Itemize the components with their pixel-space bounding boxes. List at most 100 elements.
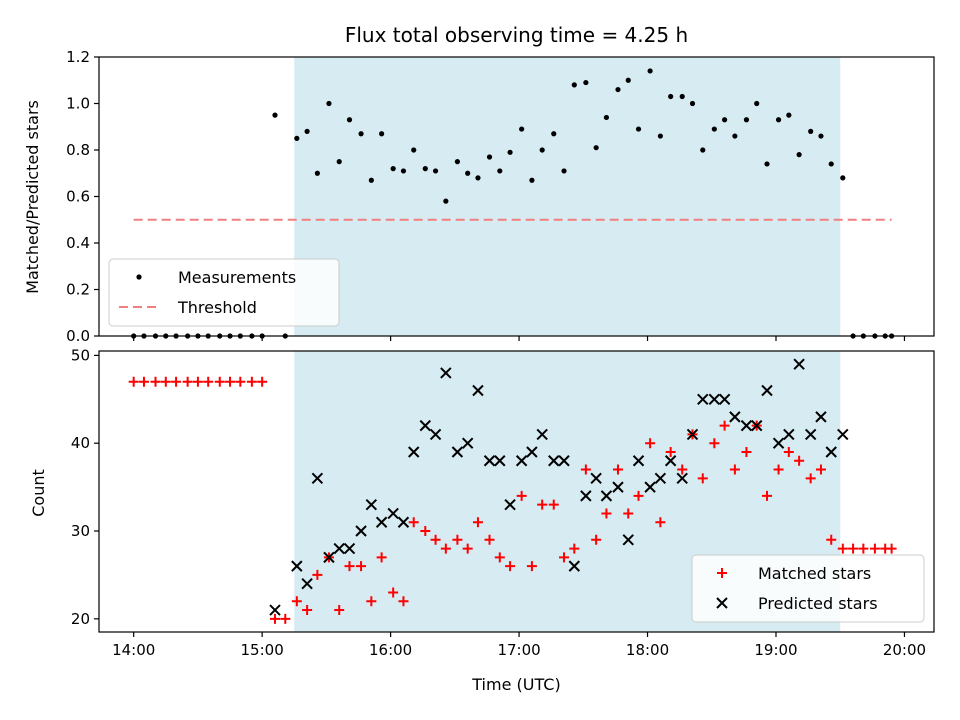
- bottom-y-axis-title: Count: [29, 469, 48, 517]
- top-data-point: [411, 147, 417, 153]
- bottom-data-point: [825, 446, 837, 458]
- bottom-y-tick-label: 50: [71, 346, 90, 364]
- bottom-data-point: [291, 560, 303, 572]
- top-data-point: [583, 79, 589, 86]
- top-data-point: [539, 147, 545, 153]
- bottom-data-point: [612, 464, 623, 475]
- top-data-point: [443, 198, 449, 204]
- bottom-data-point: [762, 490, 772, 501]
- bottom-data-point: [580, 464, 591, 475]
- bottom-data-point: [150, 376, 161, 387]
- bottom-data-point: [526, 446, 538, 458]
- bottom-data-point: [365, 498, 378, 511]
- top-data-point: [368, 177, 374, 183]
- bottom-data-point: [214, 376, 225, 387]
- top-data-point: [668, 93, 674, 100]
- top-data-point: [775, 117, 782, 123]
- bottom-x-tick-label: 17:00: [497, 641, 540, 659]
- top-y-tick-label: 0.2: [66, 281, 90, 299]
- bottom-data-point: [654, 472, 667, 485]
- top-observing-window: [294, 57, 841, 336]
- bottom-axes-frame: [98, 350, 935, 633]
- top-data-point: [840, 175, 846, 181]
- top-data-point: [561, 168, 567, 174]
- bottom-data-point: [793, 358, 805, 370]
- top-data-point: [529, 177, 535, 183]
- bottom-data-point: [837, 428, 849, 441]
- top-data-point: [764, 161, 770, 167]
- bottom-data-point: [709, 438, 720, 449]
- top-data-point: [465, 170, 471, 176]
- legend-measurements-label: Measurements: [178, 268, 296, 287]
- bottom-data-point: [388, 587, 399, 598]
- bottom-data-point: [356, 561, 367, 572]
- bottom-data-point: [569, 543, 580, 554]
- bottom-data-point: [804, 428, 817, 441]
- top-data-point: [454, 159, 461, 165]
- bottom-data-point: [269, 604, 281, 616]
- bottom-data-point: [665, 446, 676, 457]
- top-data-point: [304, 128, 310, 134]
- chart-title: Flux total observing time = 4.25 h: [345, 23, 688, 47]
- bottom-data-point: [301, 577, 313, 590]
- bottom-data-point: [408, 517, 419, 528]
- top-y-axis-title: Matched/Predicted stars: [23, 100, 42, 294]
- bottom-data-point: [375, 516, 388, 528]
- bottom-data-point: [676, 472, 688, 485]
- top-data-point: [314, 170, 320, 176]
- top-data-point: [796, 152, 802, 158]
- bottom-data-point: [269, 613, 280, 624]
- bottom-legend-box: [691, 554, 925, 623]
- bottom-x-tick-label: 19:00: [754, 641, 797, 659]
- bottom-data-point: [408, 446, 420, 458]
- top-data-point: [786, 112, 792, 118]
- top-data-point: [326, 100, 332, 107]
- bottom-data-point: [343, 542, 356, 555]
- bottom-data-point: [729, 464, 740, 475]
- top-data-point: [507, 149, 513, 155]
- top-data-point: [603, 114, 610, 121]
- bottom-data-point: [138, 376, 149, 387]
- legend-predicted-label: Predicted stars: [758, 594, 878, 613]
- top-data-point: [700, 147, 706, 153]
- top-legend: Measurements Threshold: [108, 258, 340, 327]
- bottom-y-tick-label: 40: [71, 434, 90, 452]
- bottom-data-point: [440, 543, 451, 554]
- top-y-tick-label: 1.2: [66, 48, 90, 66]
- bottom-data-point: [729, 411, 741, 423]
- top-data-point: [711, 126, 717, 132]
- top-data-point: [551, 131, 557, 137]
- bottom-y-tick-label: 20: [71, 610, 90, 628]
- top-data-point: [272, 112, 278, 118]
- bottom-data-point: [366, 596, 377, 607]
- bottom-data-point: [772, 437, 785, 449]
- bottom-data-point: [323, 551, 335, 564]
- bottom-data-point: [815, 411, 827, 423]
- bottom-data-point: [740, 419, 753, 432]
- bottom-data-point: [559, 552, 570, 563]
- bottom-data-point: [171, 376, 182, 387]
- bottom-data-point: [815, 464, 826, 475]
- bottom-data-point: [537, 499, 548, 510]
- top-data-point: [615, 86, 621, 93]
- bottom-data-point: [397, 516, 410, 528]
- bottom-data-point: [623, 508, 634, 519]
- top-data-point: [647, 68, 653, 74]
- top-data-point: [390, 166, 396, 172]
- bottom-data-point: [387, 507, 399, 520]
- bottom-data-point: [312, 569, 323, 580]
- top-data-point: [400, 168, 407, 174]
- bottom-data-point: [429, 428, 442, 441]
- bottom-x-tick-label: 18:00: [626, 641, 669, 659]
- top-data-point: [486, 154, 493, 160]
- top-y-tick-label: 0.4: [66, 234, 90, 252]
- bottom-data-point: [761, 384, 773, 397]
- bottom-data-point: [430, 534, 441, 545]
- top-data-point: [732, 133, 738, 139]
- bottom-data-point: [869, 543, 880, 554]
- bottom-x-tick-label: 20:00: [883, 641, 926, 659]
- top-data-point: [346, 117, 353, 123]
- bottom-data-point: [376, 552, 387, 563]
- bottom-x-tick-label: 14:00: [112, 641, 155, 659]
- bottom-data-point: [182, 376, 193, 387]
